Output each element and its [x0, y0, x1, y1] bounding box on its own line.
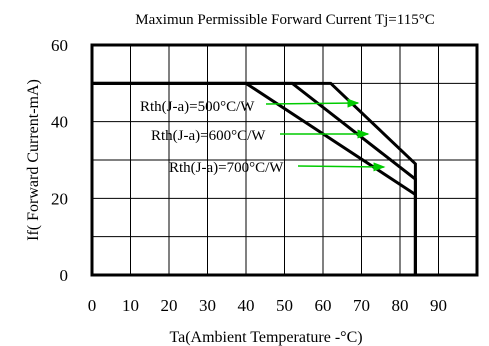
series-label-500-arrow	[265, 98, 360, 108]
series-label-600-text: Rth(J-a)=600°C/W	[151, 128, 266, 144]
x-tick-label: 60	[315, 296, 332, 315]
x-tick-label: 90	[430, 296, 447, 315]
x-axis-label: Ta(Ambient Temperature -°C)	[169, 329, 362, 346]
y-axis-label: If( Forward Current-mA)	[25, 79, 42, 241]
y-tick-label: 60	[51, 36, 68, 55]
y-tick-label: 0	[60, 266, 69, 285]
series-label-500: Rth(J-a)=500°C/W	[140, 98, 360, 115]
y-tick-label: 40	[51, 113, 68, 132]
series-label-500-text: Rth(J-a)=500°C/W	[140, 99, 255, 115]
y-tick-label: 20	[51, 189, 68, 208]
x-tick-label: 80	[392, 296, 409, 315]
x-tick-label: 30	[199, 296, 216, 315]
x-tick-label: 40	[238, 296, 255, 315]
x-tick-label: 10	[122, 296, 139, 315]
grid	[92, 45, 477, 275]
series-line-2	[92, 81, 417, 275]
x-tick-label: 70	[353, 296, 370, 315]
series-label-700: Rth(J-a)=700°C/W	[169, 160, 386, 176]
series-label-600: Rth(J-a)=600°C/W	[151, 128, 370, 144]
y-tick-labels: 0 20 40 60	[51, 36, 68, 285]
series-label-700-arrow	[297, 162, 386, 172]
x-tick-label: 0	[88, 296, 97, 315]
series-lines	[92, 81, 417, 275]
plot-frame	[90, 43, 479, 277]
series-labels: Rth(J-a)=500°C/W Rth(J-a)=600°C/W Rth(J-…	[140, 98, 386, 176]
x-tick-label: 50	[276, 296, 293, 315]
x-tick-label: 20	[161, 296, 178, 315]
chart-title: Maximun Permissible Forward Current Tj=1…	[135, 12, 434, 28]
series-label-700-text: Rth(J-a)=700°C/W	[169, 160, 284, 176]
x-tick-labels: 0 10 20 30 40 50 60 70 80 90	[88, 296, 447, 315]
